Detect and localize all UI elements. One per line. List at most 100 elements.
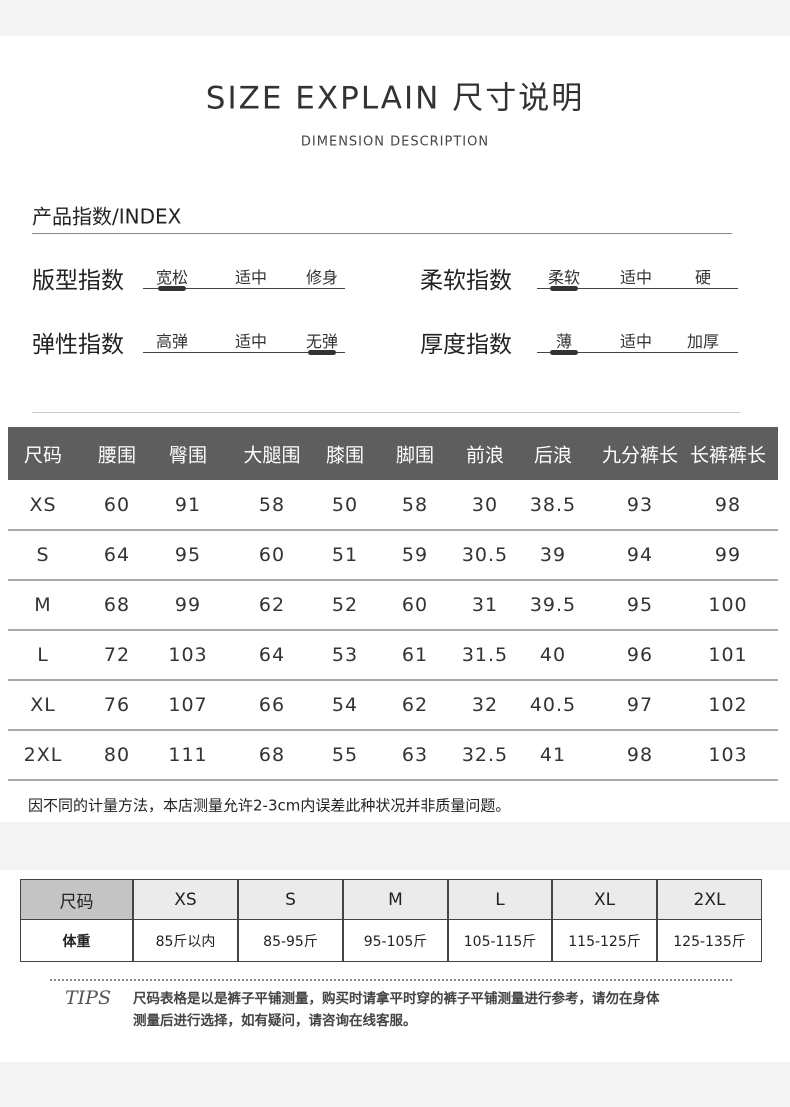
table-cell: 76 — [103, 694, 131, 716]
table-cell: 51 — [331, 544, 359, 566]
weight-cell — [20, 879, 133, 920]
table-cell: 39 — [539, 544, 567, 566]
weight-text: 125-135斤 — [673, 933, 746, 950]
header-cell: 大腿围 — [243, 444, 301, 467]
scale-option: 硬 — [694, 268, 712, 287]
scale-option: 适中 — [619, 268, 653, 287]
scale-label: 厚度指数 — [420, 332, 512, 358]
header-cell: 九分裤长 — [601, 444, 679, 467]
table-cell: 99 — [174, 594, 202, 616]
table-cell: 101 — [708, 644, 748, 666]
table-cell: 39.5 — [529, 594, 577, 616]
table-cell: 58 — [401, 494, 429, 516]
table-cell: 80 — [103, 744, 131, 766]
top-band — [0, 0, 790, 36]
table-cell: 62 — [401, 694, 429, 716]
table-cell: 53 — [331, 644, 359, 666]
table-cell: 64 — [103, 544, 131, 566]
table-cell: 107 — [168, 694, 208, 716]
tips-line: 测量后进行选择，如有疑问，请咨询在线客服。 — [133, 1013, 417, 1029]
mid-band — [0, 822, 790, 870]
bottom-band — [0, 1062, 790, 1107]
table-cell: 40 — [539, 644, 567, 666]
weight-text: S — [285, 889, 296, 910]
scale-option: 适中 — [234, 268, 268, 287]
tips-label: TIPS — [65, 987, 111, 1009]
scale-option: 宽松 — [155, 268, 189, 287]
scale-label: 柔软指数 — [420, 268, 512, 294]
scale-option: 高弹 — [155, 332, 189, 351]
weight-text: 95-105斤 — [363, 933, 428, 950]
table-cell: 103 — [708, 744, 748, 766]
table-cell: 95 — [626, 594, 654, 616]
table-cell: 102 — [708, 694, 748, 716]
table-cell: 72 — [103, 644, 131, 666]
table-cell: 60 — [103, 494, 131, 516]
table-cell: 64 — [258, 644, 286, 666]
table-cell: S — [36, 544, 50, 566]
scale-option: 柔软 — [547, 268, 581, 287]
weight-text: 85斤以内 — [155, 933, 216, 950]
weight-cell — [238, 879, 343, 920]
table-cell: 41 — [539, 744, 567, 766]
scale-option: 适中 — [234, 332, 268, 351]
table-cell: 98 — [626, 744, 654, 766]
weight-text: XS — [174, 889, 197, 910]
table-cell: 30 — [471, 494, 499, 516]
scale-option: 适中 — [619, 332, 653, 351]
selected-indicator — [158, 286, 186, 291]
selected-indicator — [550, 350, 578, 355]
table-cell: 66 — [258, 694, 286, 716]
weight-text: 85-95斤 — [263, 933, 318, 950]
table-cell: 61 — [401, 644, 429, 666]
header-cell: 臀围 — [168, 444, 208, 467]
table-cell: 99 — [714, 544, 742, 566]
selected-indicator — [308, 350, 336, 355]
row-line — [8, 629, 778, 631]
row-line — [8, 679, 778, 681]
row-line — [8, 729, 778, 731]
table-cell: 100 — [708, 594, 748, 616]
scale-option: 修身 — [305, 268, 339, 287]
rule — [32, 412, 740, 413]
weight-text: 尺码 — [59, 892, 94, 912]
weight-cell — [238, 919, 343, 962]
table-cell: 52 — [331, 594, 359, 616]
weight-cell — [448, 879, 552, 920]
table-cell: 31.5 — [461, 644, 509, 666]
table-cell: XS — [29, 494, 57, 516]
header-cell: 膝围 — [325, 444, 365, 467]
scale-line — [143, 288, 345, 289]
table-cell: 63 — [401, 744, 429, 766]
header-cell: 脚围 — [395, 444, 435, 467]
table-cell: 30.5 — [461, 544, 509, 566]
table-header-bg — [8, 427, 778, 480]
weight-cell — [343, 919, 448, 962]
table-cell: 59 — [401, 544, 429, 566]
weight-cell — [657, 919, 762, 962]
weight-cell — [552, 919, 657, 962]
weight-text: 2XL — [693, 889, 726, 910]
header-cell: 腰围 — [97, 444, 137, 467]
table-cell: 91 — [174, 494, 202, 516]
table-cell: XL — [30, 694, 56, 716]
selected-indicator — [550, 286, 578, 291]
weight-cell — [552, 879, 657, 920]
table-cell: 55 — [331, 744, 359, 766]
table-cell: 38.5 — [529, 494, 577, 516]
weight-text: M — [388, 889, 403, 910]
table-cell: L — [37, 644, 49, 666]
scale-option: 无弹 — [305, 332, 339, 351]
table-cell: 50 — [331, 494, 359, 516]
table-cell: 96 — [626, 644, 654, 666]
table-cell: 32 — [471, 694, 499, 716]
row-line — [8, 579, 778, 581]
scale-label: 版型指数 — [32, 268, 124, 294]
table-cell: 2XL — [23, 744, 63, 766]
table-cell: 98 — [714, 494, 742, 516]
scale-line — [537, 288, 738, 289]
tips-line: 尺码表格是以是裤子平铺测量，购买时请拿平时穿的裤子平铺测量进行参考，请勿在身体 — [133, 991, 660, 1007]
table-cell: 68 — [258, 744, 286, 766]
table-cell: 93 — [626, 494, 654, 516]
